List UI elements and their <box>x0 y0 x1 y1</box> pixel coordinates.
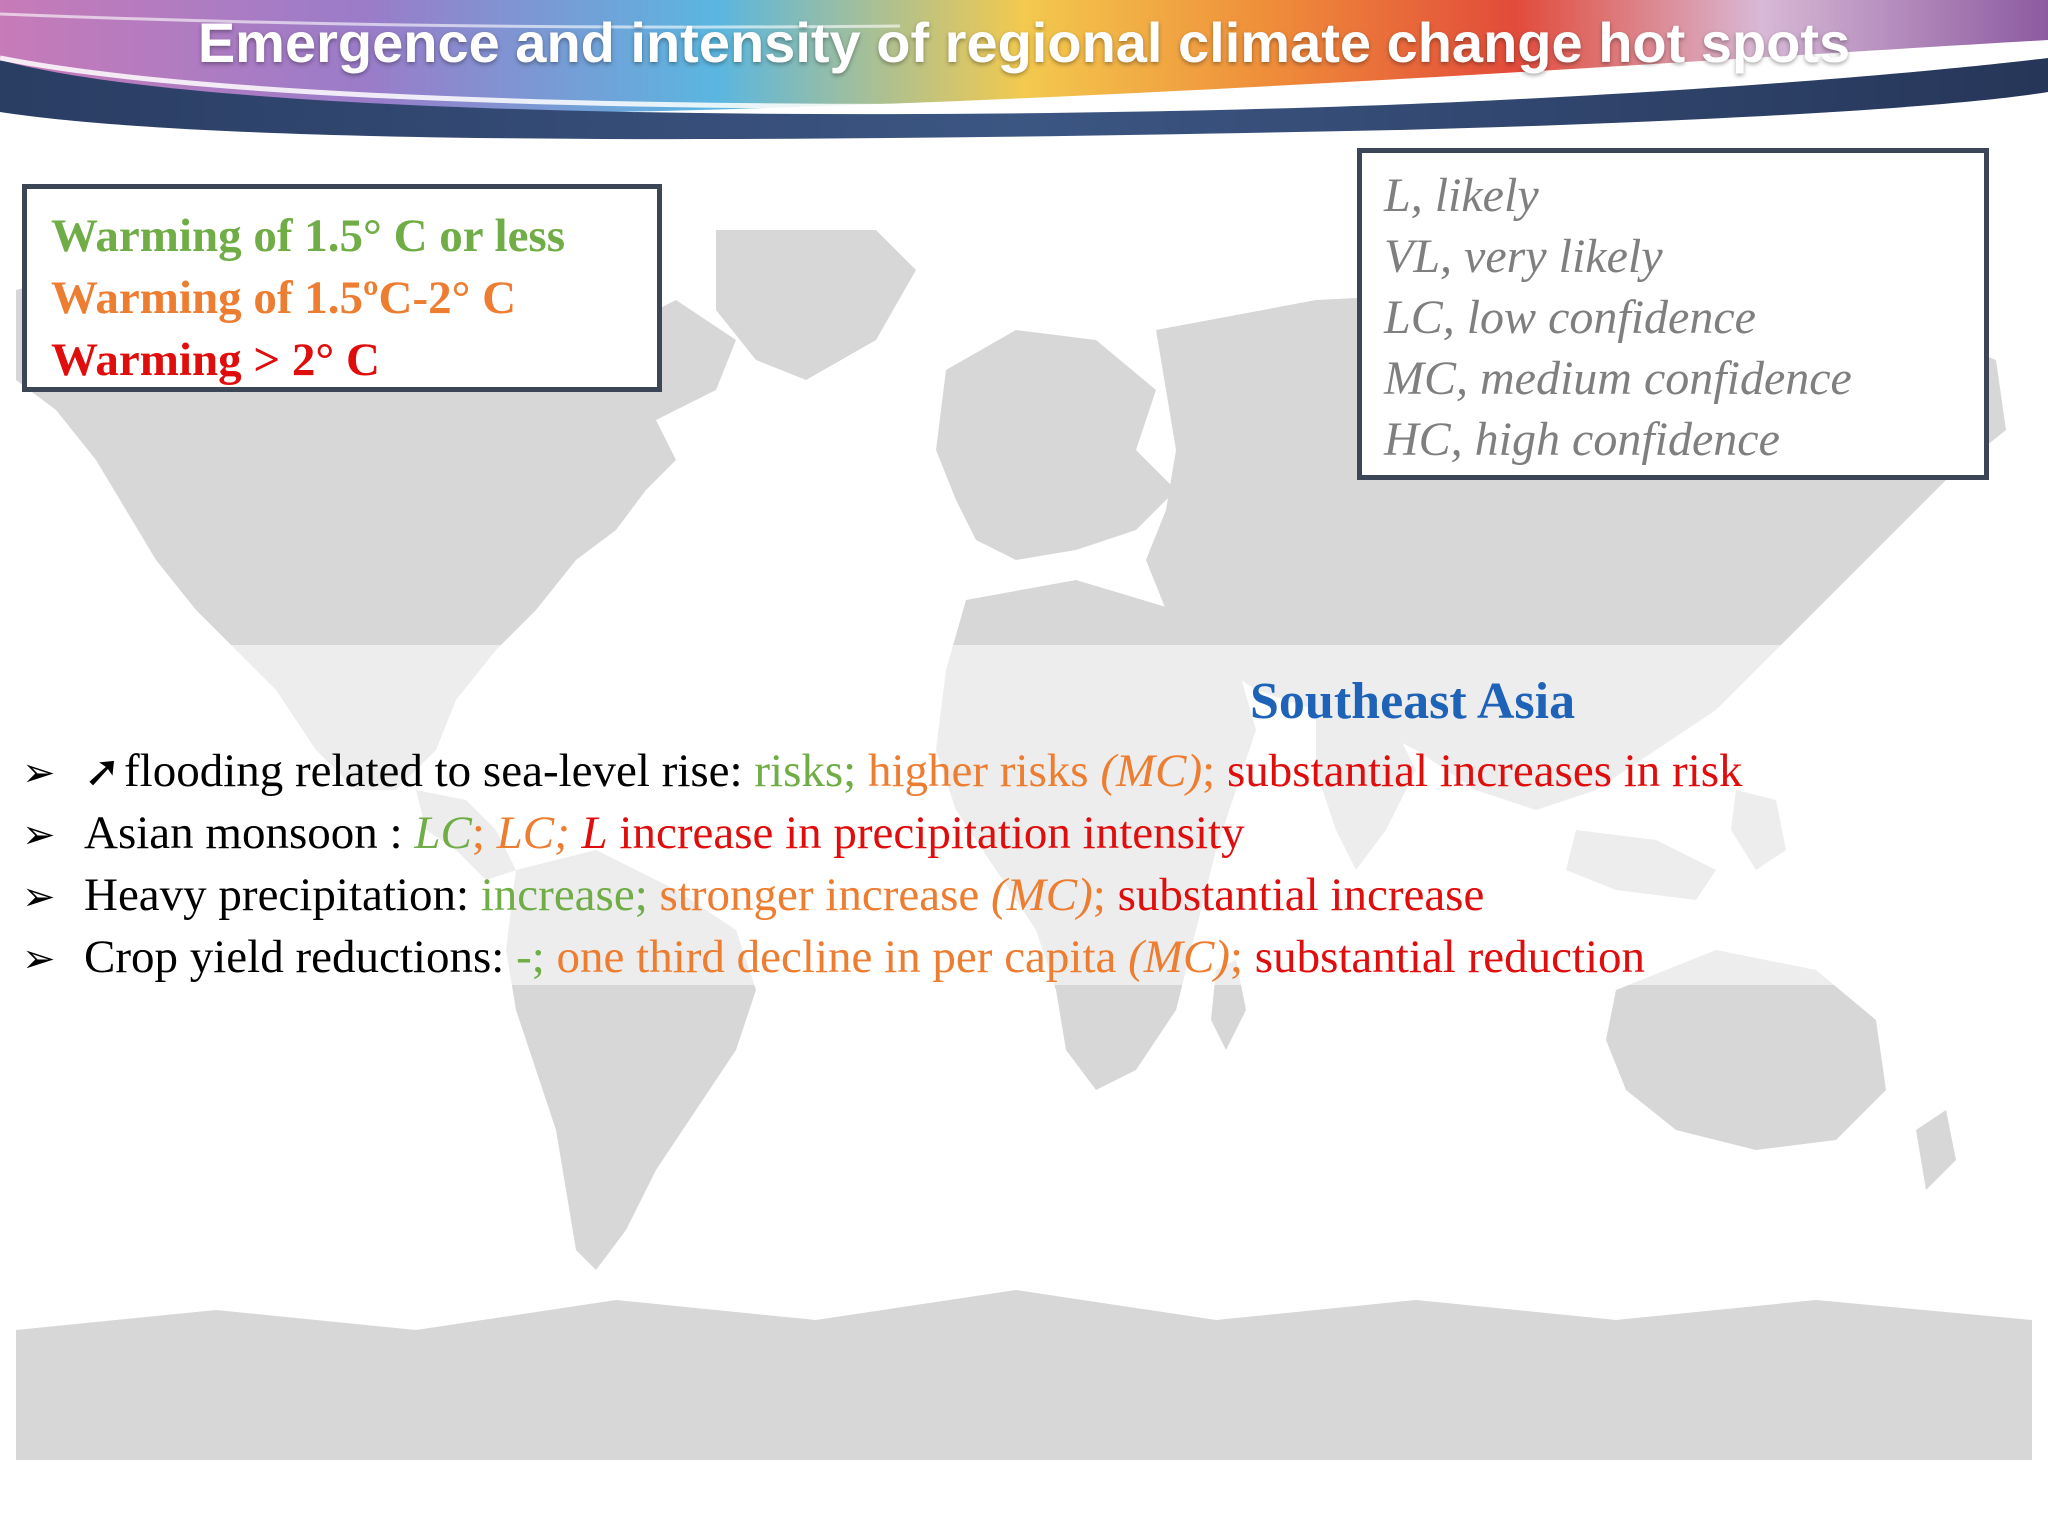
arrowhead-bullet-icon: ➢ <box>22 936 56 982</box>
list-item: ➢ ➚flooding related to sea-level rise: ri… <box>22 740 2032 802</box>
arrowhead-bullet-icon: ➢ <box>22 812 56 858</box>
value-1-5-to-2: LC; <box>496 807 582 859</box>
value-1-5: risks; <box>754 745 868 797</box>
up-right-arrow-icon: ➚ <box>84 746 121 797</box>
arrowhead-bullet-icon: ➢ <box>22 874 56 920</box>
confidence-tag: L <box>581 807 608 859</box>
value-1-5: increase; <box>480 869 660 921</box>
separator: ; <box>1202 745 1227 797</box>
warming-legend-item: Warming > 2° C <box>51 334 380 386</box>
value-above-2: substantial increase <box>1117 869 1485 921</box>
confidence-tag: (MC) <box>990 869 1093 921</box>
confidence-tag: (MC) <box>1128 931 1230 983</box>
value-1-5-to-2: one third decline in per capita <box>556 931 1129 983</box>
value-1-5-to-2: higher risks <box>867 745 1101 797</box>
confidence-legend: L, likely VL, very likely LC, low confid… <box>1357 148 1989 480</box>
item-label: Crop yield reductions: <box>84 931 517 983</box>
confidence-legend-item: MC, medium confidence <box>1384 352 1852 405</box>
header-banner <box>0 0 2048 140</box>
value-above-2: substantial increases in risk <box>1226 745 1743 797</box>
list-item: ➢ Crop yield reductions: -; one third dec… <box>22 926 2032 988</box>
impact-list: ➢ ➚flooding related to sea-level rise: ri… <box>22 740 2032 988</box>
confidence-tag: (MC) <box>1100 745 1203 797</box>
warming-legend-item: Warming of 1.5ºC-2° C <box>51 272 517 324</box>
value-above-2: substantial reduction <box>1254 931 1646 983</box>
value-above-2: increase in precipitation intensity <box>607 807 1245 859</box>
separator: ; <box>1092 869 1118 921</box>
map-overlay-panel <box>0 645 2048 985</box>
separator: ; <box>471 807 497 859</box>
warming-legend: Warming of 1.5° C or less Warming of 1.5… <box>22 184 662 392</box>
confidence-legend-item: L, likely <box>1384 169 1539 222</box>
item-label: Heavy precipitation: <box>84 869 481 921</box>
confidence-legend-item: HC, high confidence <box>1384 413 1780 466</box>
region-title: Southeast Asia <box>1250 673 1576 730</box>
arrowhead-bullet-icon: ➢ <box>22 750 56 796</box>
value-1-5: LC <box>414 807 472 859</box>
list-item: ➢ Heavy precipitation: increase; stronger… <box>22 864 2032 926</box>
confidence-legend-item: VL, very likely <box>1384 230 1663 283</box>
value-1-5-to-2: stronger increase <box>659 869 991 921</box>
value-1-5: -; <box>516 931 557 983</box>
warming-legend-item: Warming of 1.5° C or less <box>51 210 566 262</box>
item-label: flooding related to sea-level rise: <box>124 745 755 797</box>
list-item: ➢ Asian monsoon : LC; LC; L increase in p… <box>22 802 2032 864</box>
confidence-legend-item: LC, low confidence <box>1384 291 1756 344</box>
page-title: Emergence and intensity of regional clim… <box>197 11 1851 74</box>
separator: ; <box>1229 931 1255 983</box>
item-label: Asian monsoon : <box>84 807 415 859</box>
